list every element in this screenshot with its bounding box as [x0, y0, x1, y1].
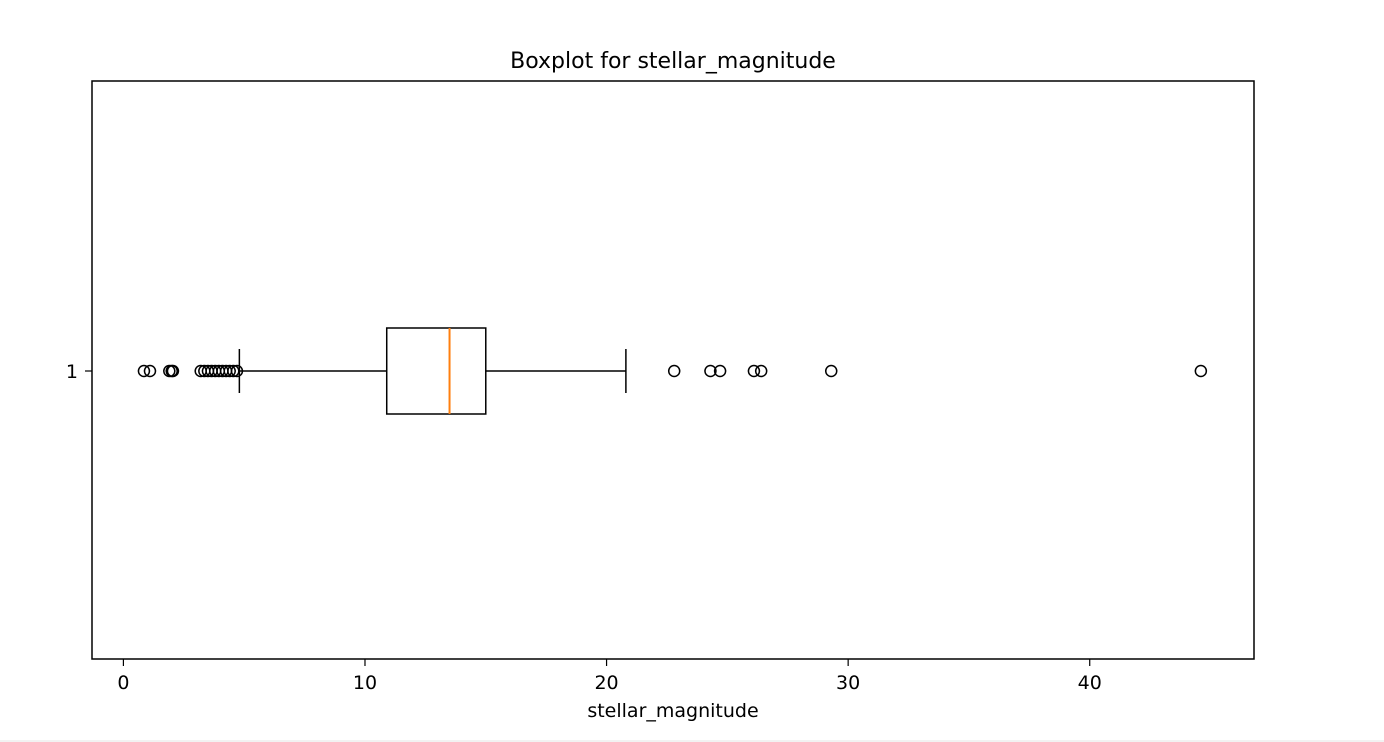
- outlier-point: [137, 364, 151, 378]
- plot-area: [91, 80, 1255, 660]
- outlier-point: [166, 364, 180, 378]
- outlier-point: [143, 364, 157, 378]
- x-axis-label: stellar_magnitude: [587, 700, 758, 722]
- x-tick-label: 40: [1078, 672, 1102, 694]
- outlier-point: [754, 364, 768, 378]
- outlier-point: [704, 364, 717, 378]
- iqr-box: [385, 327, 487, 415]
- outlier-point: [713, 364, 727, 378]
- x-tick-label: 30: [836, 672, 860, 694]
- outlier-layer: [137, 364, 1208, 378]
- chart-title: Boxplot for stellar_magnitude: [510, 49, 836, 74]
- outlier-point: [223, 364, 236, 378]
- outlier-point: [747, 364, 761, 378]
- outlier-point: [824, 364, 838, 378]
- x-axis-ticks: 0 10 20 30 40: [117, 659, 1102, 694]
- outlier-point: [230, 364, 244, 378]
- x-tick-label: 20: [594, 672, 618, 694]
- outlier-point: [667, 364, 681, 378]
- box-layer: [238, 327, 627, 415]
- x-tick-label: 0: [117, 672, 129, 694]
- window-bottom-edge: [0, 740, 1384, 742]
- x-tick-label: 10: [353, 672, 377, 694]
- outlier-point: [1194, 364, 1208, 378]
- outlier-point: [227, 364, 240, 378]
- y-tick-label: 1: [66, 361, 78, 383]
- y-axis-ticks: 1: [66, 361, 92, 383]
